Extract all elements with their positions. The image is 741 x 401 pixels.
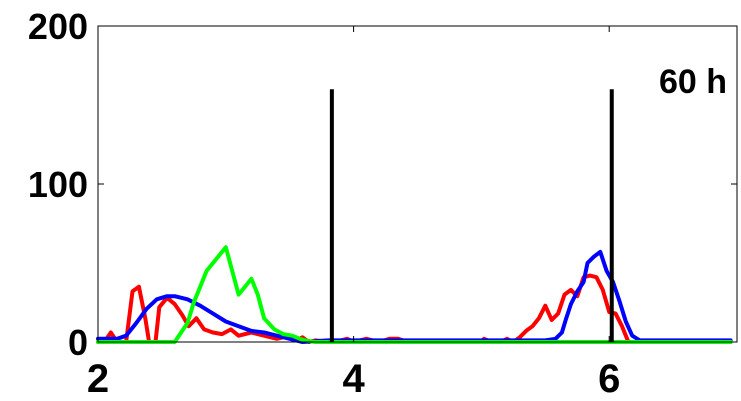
series-line-green (96, 245, 733, 344)
axes (97, 25, 738, 343)
axis-ticks (97, 25, 737, 343)
y-tick-label-0: 0 (68, 322, 88, 363)
y-tick-label-200: 200 (28, 6, 88, 47)
x-tick-label-4: 4 (342, 357, 365, 396)
x-tick-label-2: 2 (87, 357, 109, 396)
x-tick-label-6: 6 (598, 357, 620, 396)
series-layer (96, 245, 733, 344)
y-tick-label-100: 100 (28, 164, 88, 205)
series-line-blue (96, 249, 733, 344)
tick-labels: 2 4 6 0 100 200 (28, 6, 620, 401)
vertical-markers (329, 89, 614, 342)
plot-frame (97, 25, 738, 343)
annotation-label: 60 h (659, 63, 727, 101)
